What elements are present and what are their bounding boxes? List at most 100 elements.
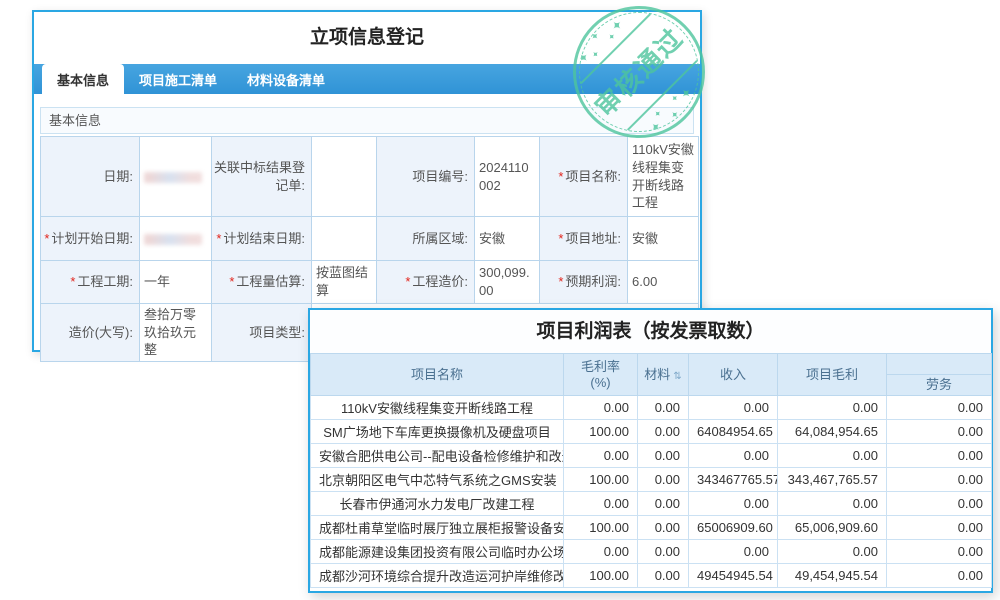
field-value-plan-start (139, 216, 212, 261)
income-cell: 0.00 (688, 539, 778, 564)
required-star: * (558, 168, 564, 184)
material-cell: 0.00 (637, 515, 689, 540)
gross-profit-cell: 0.00 (777, 491, 887, 516)
gross-profit-cell: 343,467,765.57 (777, 467, 887, 492)
field-label-project-cost: * 工程造价: (376, 260, 475, 304)
profit-table-row: SM广场地下车库更换摄像机及硬盘项目 100.00 0.00 64084954.… (310, 419, 992, 444)
project-name-link[interactable]: 成都能源建设集团投资有限公司临时办公场所装修改 (310, 539, 564, 564)
field-label-cost-in-words: 造价(大写): (40, 303, 140, 362)
field-value-region: 安徽 (474, 216, 540, 261)
field-label-plan-start: * 计划开始日期: (40, 216, 140, 261)
project-name-link[interactable]: 安徽合肥供电公司--配电设备检修维护和改造 (310, 443, 564, 468)
labor-cell: 0.00 (886, 539, 992, 564)
field-label-bid-result: 关联中标结果登记单: (211, 136, 312, 217)
profit-table-row: 成都能源建设集团投资有限公司临时办公场所装修改 0.00 0.00 0.00 0… (310, 539, 992, 564)
gross-profit-cell: 0.00 (777, 395, 887, 420)
project-name-link[interactable]: SM广场地下车库更换摄像机及硬盘项目 (310, 419, 564, 444)
field-value-project-no: 2024110002 (474, 136, 540, 217)
margin-cell: 100.00 (563, 563, 638, 588)
profit-table-row: 110kV安徽线程集变开断线路工程 0.00 0.00 0.00 0.00 0.… (310, 395, 992, 420)
form-row-1: 日期: 关联中标结果登记单: 项目编号: 2024110002 * 项目名称: 1… (40, 136, 699, 217)
profit-table-row: 北京朝阳区电气中芯特气系统之GMS安装 100.00 0.00 34346776… (310, 467, 992, 492)
redacted-value (144, 233, 202, 245)
profit-table-row: 安徽合肥供电公司--配电设备检修维护和改造 0.00 0.00 0.00 0.0… (310, 443, 992, 468)
labor-cell: 0.00 (886, 419, 992, 444)
registration-title: 立项信息登记 (309, 27, 424, 48)
gross-profit-cell: 64,084,954.65 (777, 419, 887, 444)
profit-table: 项目名称 毛利率 (%) 材料 ⇅ 收入 项目毛利 劳务 110kV安徽线程集变开… (310, 353, 992, 588)
income-cell: 0.00 (688, 491, 778, 516)
sort-icon[interactable]: ⇅ (673, 370, 682, 382)
labor-cell: 0.00 (886, 395, 992, 420)
project-name-link[interactable]: 长春市伊通河水力发电厂改建工程 (310, 491, 564, 516)
income-cell: 0.00 (688, 443, 778, 468)
col-header-income: 收入 (688, 353, 778, 396)
gross-profit-cell: 49,454,945.54 (777, 563, 887, 588)
labor-cell: 0.00 (886, 443, 992, 468)
required-star: * (558, 274, 564, 290)
profit-header-row: 项目名称 毛利率 (%) 材料 ⇅ 收入 项目毛利 (310, 353, 992, 396)
labor-cell: 0.00 (886, 467, 992, 492)
profit-table-row: 成都沙河环境综合提升改造运河护岸维修改造 100.00 0.00 4945494… (310, 563, 992, 588)
profit-table-row: 成都杜甫草堂临时展厅独立展柜报警设备安装项目 100.00 0.00 65006… (310, 515, 992, 540)
field-value-date (139, 136, 212, 217)
field-value-project-address: 安徽 (627, 216, 699, 261)
field-label-date: 日期: (40, 136, 140, 217)
material-cell: 0.00 (637, 419, 689, 444)
col-header-project-name: 项目名称 (310, 353, 564, 396)
col-header-labor: 劳务 (886, 374, 992, 396)
labor-cell: 0.00 (886, 491, 992, 516)
project-name-link[interactable]: 成都杜甫草堂临时展厅独立展柜报警设备安装项目 (310, 515, 564, 540)
registration-form: 日期: 关联中标结果登记单: 项目编号: 2024110002 * 项目名称: 1… (40, 136, 699, 362)
margin-cell: 100.00 (563, 419, 638, 444)
gross-profit-cell: 0.00 (777, 443, 887, 468)
margin-cell: 0.00 (563, 491, 638, 516)
income-cell: 64084954.65 (688, 419, 778, 444)
gross-profit-cell: 65,006,909.60 (777, 515, 887, 540)
project-name-link[interactable]: 110kV安徽线程集变开断线路工程 (310, 395, 564, 420)
required-star: * (558, 230, 564, 246)
material-cell: 0.00 (637, 539, 689, 564)
field-value-duration: 一年 (139, 260, 212, 304)
tab-material-equipment-list[interactable]: 材料设备清单 (247, 72, 326, 88)
material-cell: 0.00 (637, 395, 689, 420)
tab-basic-info[interactable]: 基本信息 (42, 64, 125, 94)
field-label-project-address: * 项目地址: (539, 216, 628, 261)
field-label-expected-profit: * 预期利润: (539, 260, 628, 304)
labor-cell: 0.00 (886, 563, 992, 588)
col-header-gross-profit: 项目毛利 (777, 353, 887, 396)
income-cell: 343467765.57 (688, 467, 778, 492)
field-value-project-cost: 300,099.00 (474, 260, 540, 304)
form-row-3: * 工程工期: 一年 * 工程量估算: 按蓝图结算 * 工程造价: 300,099.0… (40, 260, 699, 304)
material-cell: 0.00 (637, 491, 689, 516)
project-name-link[interactable]: 北京朝阳区电气中芯特气系统之GMS安装 (310, 467, 564, 492)
field-label-region: 所属区域: (376, 216, 475, 261)
material-cell: 0.00 (637, 563, 689, 588)
income-cell: 0.00 (688, 395, 778, 420)
section-header-basic-info: 基本信息 (40, 107, 694, 134)
col-header-margin: 毛利率 (%) (563, 353, 638, 396)
field-value-plan-end (311, 216, 377, 261)
gross-profit-cell: 0.00 (777, 539, 887, 564)
field-value-bid-result (311, 136, 377, 217)
profit-table-row: 长春市伊通河水力发电厂改建工程 0.00 0.00 0.00 0.00 0.00 (310, 491, 992, 516)
field-label-duration: * 工程工期: (40, 260, 140, 304)
tab-construction-list[interactable]: 项目施工清单 (139, 72, 218, 88)
tab-bar: 基本信息 项目施工清单 材料设备清单 (34, 64, 700, 94)
required-star: * (216, 230, 222, 246)
field-label-project-no: 项目编号: (376, 136, 475, 217)
field-label-project-type: 项目类型: (211, 303, 312, 362)
profit-panel: 项目利润表（按发票取数） 项目名称 毛利率 (%) 材料 ⇅ 收入 项目毛利 劳务 (308, 308, 993, 593)
project-name-link[interactable]: 成都沙河环境综合提升改造运河护岸维修改造 (310, 563, 564, 588)
form-row-2: * 计划开始日期: * 计划结束日期: 所属区域: 安徽 * 项目地址: 安徽 (40, 216, 699, 261)
required-star: * (70, 274, 76, 290)
redacted-value (144, 171, 202, 183)
required-star: * (229, 274, 235, 290)
margin-cell: 0.00 (563, 395, 638, 420)
margin-cell: 100.00 (563, 467, 638, 492)
tab-gap (34, 94, 700, 107)
labor-cell: 0.00 (886, 515, 992, 540)
field-value-project-name: 110kV安徽线程集变开断线路工程 (627, 136, 699, 217)
field-label-project-name: * 项目名称: (539, 136, 628, 217)
